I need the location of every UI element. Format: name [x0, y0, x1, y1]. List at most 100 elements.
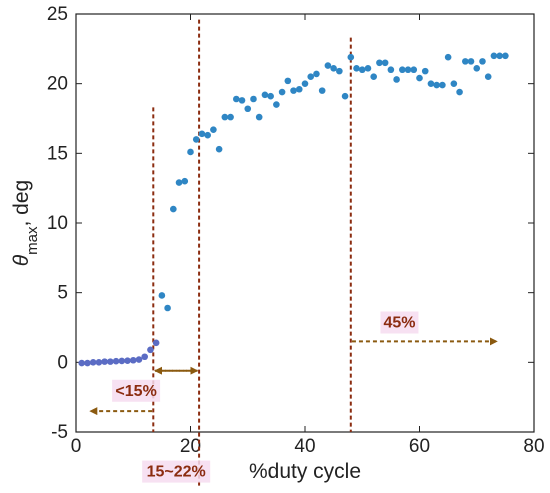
data-point	[318, 87, 326, 94]
data-point	[78, 359, 86, 367]
data-point	[107, 358, 114, 365]
data-point	[473, 65, 481, 72]
data-point	[164, 304, 171, 312]
data-points	[78, 52, 509, 367]
range-label: <15%	[115, 383, 156, 400]
x-tick-label: 40	[294, 436, 315, 457]
data-point	[427, 80, 435, 87]
y-tick-label: 20	[47, 74, 68, 95]
data-point	[484, 73, 492, 80]
data-point	[353, 65, 360, 72]
data-point	[330, 65, 337, 72]
data-point	[124, 357, 131, 364]
range-label: 45%	[383, 315, 415, 332]
data-point	[370, 73, 378, 80]
range-label-background	[380, 311, 419, 334]
data-point	[89, 359, 97, 366]
data-point	[479, 58, 486, 65]
x-axis-title: %duty cycle	[249, 460, 361, 483]
data-point	[221, 113, 229, 121]
y-axis-title-symbol: θ	[10, 254, 33, 266]
data-point	[381, 59, 389, 67]
data-point	[433, 81, 440, 89]
data-point	[158, 292, 166, 299]
data-point	[147, 346, 154, 354]
data-point	[393, 76, 400, 83]
data-point	[358, 66, 366, 74]
data-point	[101, 358, 108, 365]
plot-frame	[75, 13, 535, 433]
y-tick-label: 15	[47, 143, 68, 164]
data-point	[387, 66, 395, 74]
data-point	[410, 66, 418, 74]
data-point	[284, 77, 292, 85]
y-tick-label: 25	[47, 4, 68, 25]
data-point	[324, 62, 332, 69]
data-point	[261, 91, 269, 99]
data-point	[255, 113, 263, 121]
data-point	[490, 52, 498, 60]
data-point	[204, 131, 211, 139]
data-point	[250, 95, 257, 103]
data-point	[227, 113, 234, 121]
data-point	[421, 67, 429, 75]
data-point	[238, 97, 246, 104]
data-point	[135, 356, 143, 363]
data-point	[278, 88, 286, 96]
x-tick-label: 60	[409, 436, 430, 457]
data-point	[364, 65, 372, 72]
data-point	[450, 80, 458, 87]
data-point	[118, 357, 126, 365]
data-point	[198, 130, 206, 138]
data-point	[175, 179, 183, 186]
data-point	[170, 205, 177, 213]
y-tick-label: -5	[51, 422, 68, 443]
data-point	[496, 52, 503, 60]
data-point	[376, 59, 383, 67]
data-point	[233, 95, 240, 103]
data-point	[95, 359, 103, 366]
data-point	[502, 52, 509, 60]
data-point	[456, 88, 463, 96]
data-point	[181, 177, 189, 185]
data-point	[187, 148, 194, 156]
data-point	[295, 85, 303, 93]
y-tick-label: 0	[57, 352, 68, 373]
data-point	[347, 53, 355, 61]
y-tick-label: 10	[47, 213, 68, 234]
data-point	[215, 145, 223, 153]
x-tick-label: 80	[523, 436, 544, 457]
data-point	[439, 81, 446, 89]
data-point	[336, 67, 343, 75]
axes	[75, 13, 535, 433]
data-point	[301, 80, 309, 87]
data-point	[210, 126, 217, 133]
data-point	[341, 92, 349, 100]
y-axis-title-unit: , deg	[10, 180, 33, 227]
data-point	[152, 339, 160, 347]
y-tick-label: 5	[57, 283, 68, 304]
data-point	[399, 66, 406, 74]
data-point	[307, 73, 315, 80]
data-point	[244, 105, 252, 113]
range-label-background	[112, 379, 161, 402]
annotations: <15% 15~22% 45%	[89, 19, 498, 487]
data-point	[84, 359, 91, 367]
x-tick-label: 20	[180, 436, 201, 457]
y-axis-title: θmax, deg	[10, 180, 41, 266]
data-point	[273, 101, 280, 108]
data-point	[192, 136, 200, 143]
data-point	[112, 357, 120, 365]
data-point	[404, 66, 412, 74]
range-label: 15~22%	[147, 464, 206, 481]
data-point	[444, 53, 452, 61]
data-point	[129, 356, 137, 364]
data-point	[416, 74, 423, 82]
data-point	[467, 58, 475, 65]
data-point	[313, 70, 320, 78]
range-label-background	[142, 460, 211, 483]
data-point	[141, 353, 148, 361]
y-axis-title-subscript: max	[24, 226, 41, 255]
